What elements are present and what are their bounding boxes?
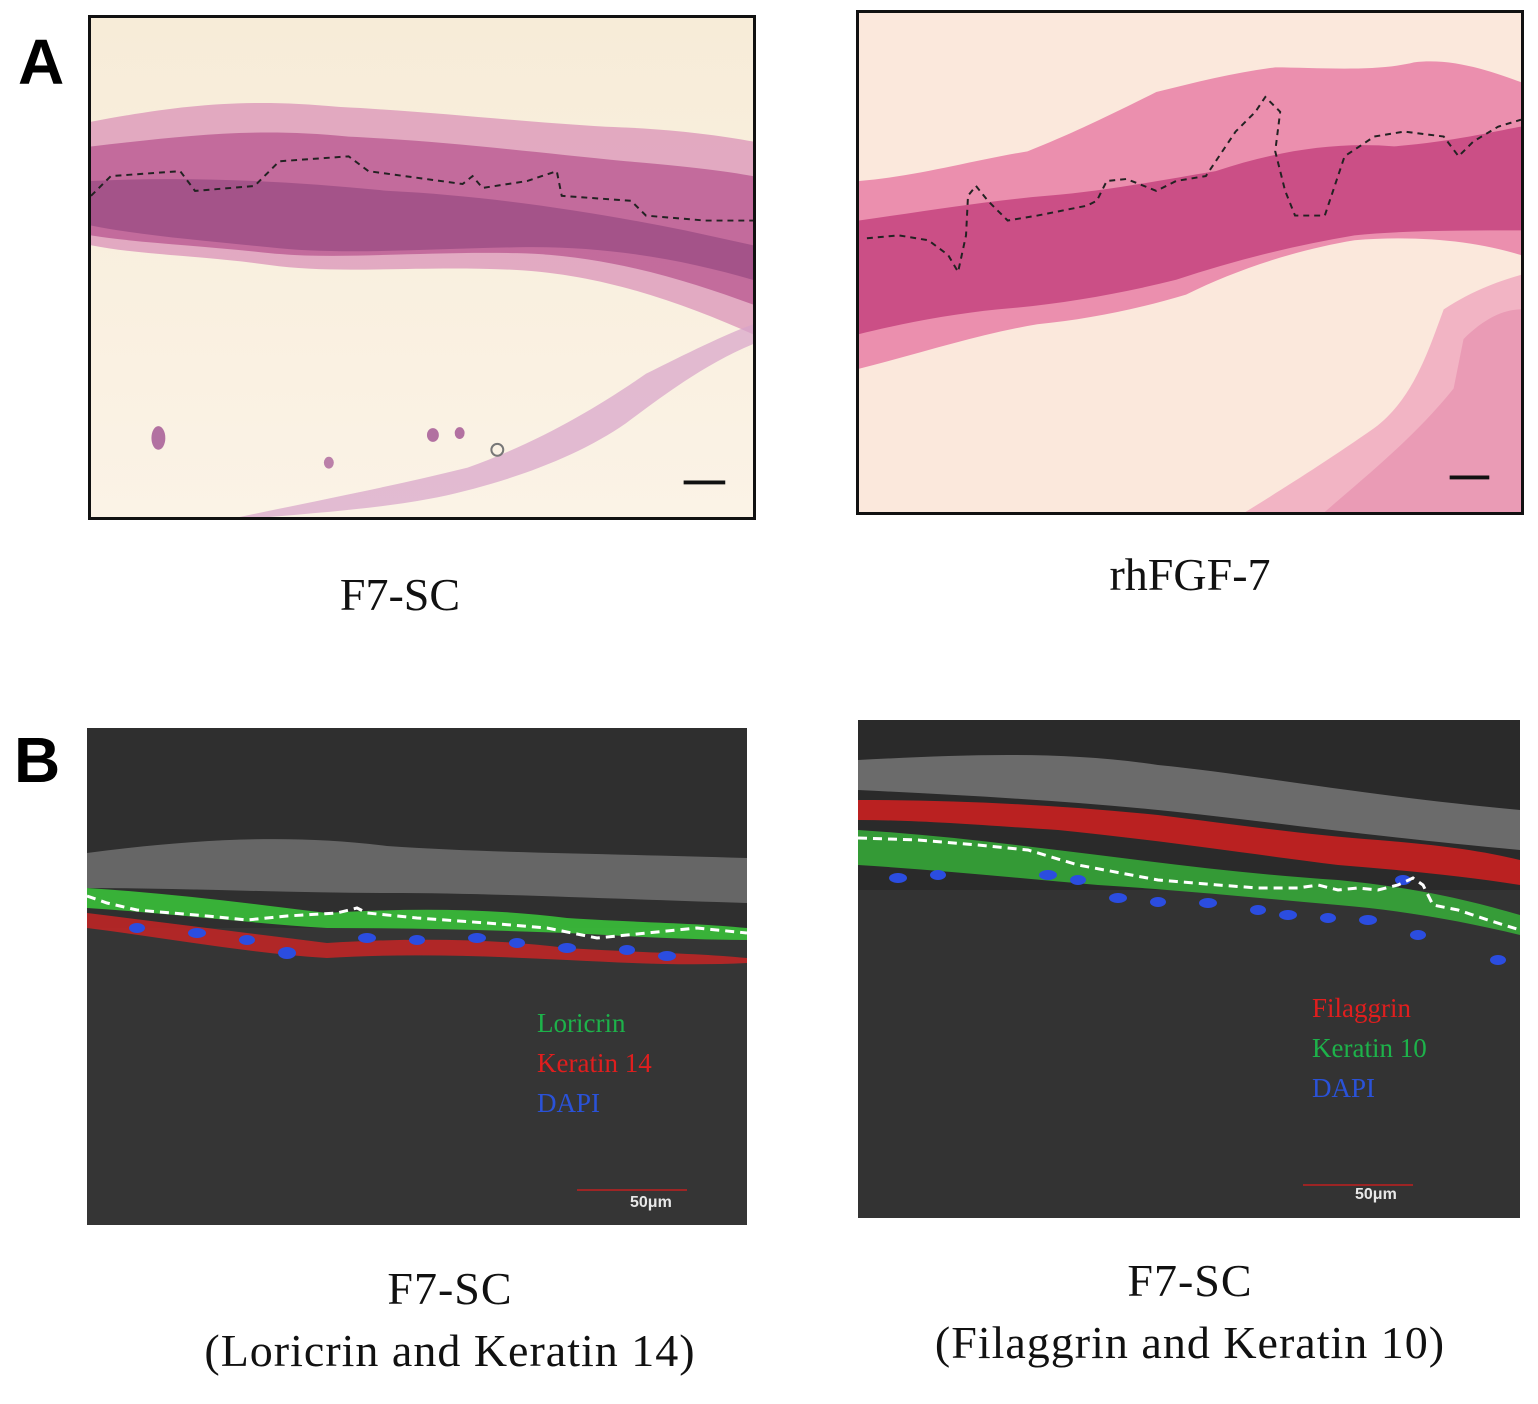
legend-label-dapi: DAPI [537,1088,601,1118]
legend-label-loricrin: Loricrin [537,1008,626,1038]
immunofluorescence-image-filaggrin-keratin10: Filaggrin Keratin 10 DAPI 50μm [858,720,1520,1218]
panel-b-right-caption: F7-SC (Filaggrin and Keratin 10) [840,1250,1538,1374]
legend-label-keratin-14: Keratin 14 [537,1048,652,1078]
panel-b-left-caption-line1: F7-SC [387,1263,513,1314]
scale-bar-label: 50μm [1355,1186,1397,1203]
immunofluorescence-image-loricrin-keratin14: Loricrin Keratin 14 DAPI 50μm [87,728,747,1225]
panel-a-label: A [18,26,65,98]
panel-b-right-caption-line2: (Filaggrin and Keratin 10) [934,1317,1446,1368]
panel-a-right-caption: rhFGF-7 [1109,549,1271,600]
panel-b-right-caption-line1: F7-SC [1127,1255,1253,1306]
panel-b-left-caption: F7-SC (Loricrin and Keratin 14) [100,1258,800,1382]
legend-label-dapi: DAPI [1312,1073,1376,1103]
panel-b-left-caption-line2: (Loricrin and Keratin 14) [204,1325,696,1376]
panel-b-label: B [14,724,61,796]
scale-bar-label: 50μm [630,1194,672,1211]
legend-label-filaggrin: Filaggrin [1312,993,1411,1023]
he-stain-image-rhfgf-7 [856,10,1524,515]
panel-a-left-caption: F7-SC [339,569,461,620]
legend-label-keratin-10: Keratin 10 [1312,1033,1427,1063]
he-stain-image-f7-sc [88,15,756,520]
